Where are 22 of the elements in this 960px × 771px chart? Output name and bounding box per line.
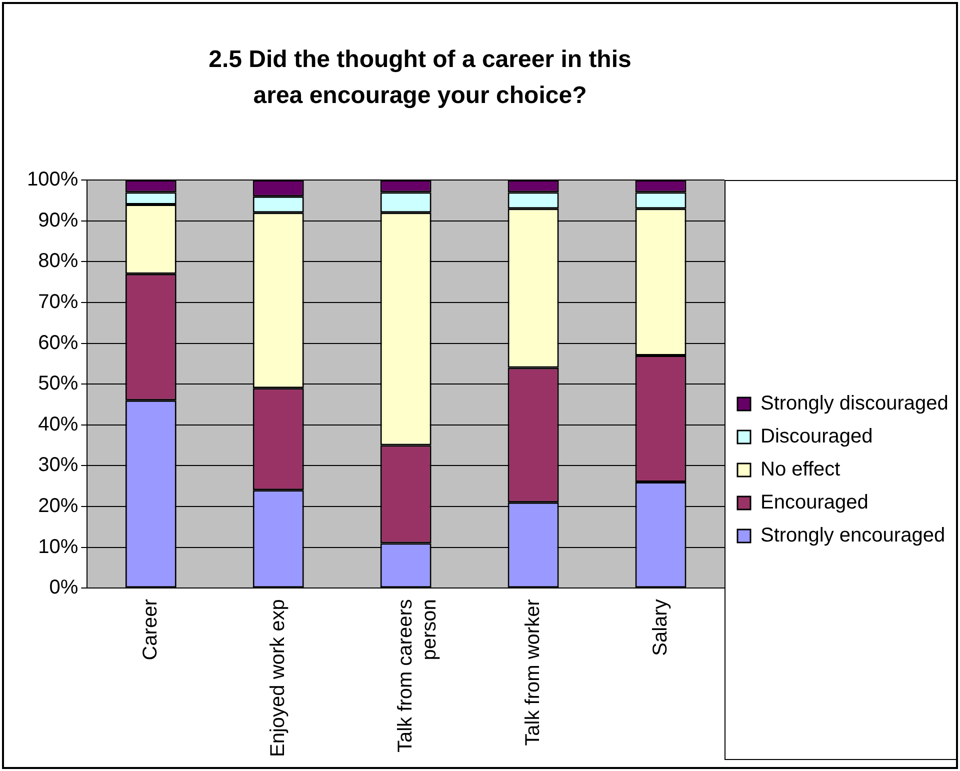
- y-tick-label: 60%: [38, 332, 78, 354]
- x-tick-label: Enjoyed work exp: [266, 599, 289, 758]
- y-tick-label: 70%: [38, 290, 78, 313]
- x-tick-label: Career: [139, 598, 162, 660]
- legend-label: Encouraged: [760, 492, 868, 514]
- legend-label: Discouraged: [760, 426, 873, 448]
- y-tick-label: 0%: [49, 576, 78, 599]
- chart-title: 2.5 Did the thought of a career in this area encourage your choice?: [208, 45, 632, 111]
- x-tick-label: Salary: [649, 599, 672, 656]
- legend-label: Strongly encouraged: [760, 524, 946, 547]
- y-tick-label: 40%: [38, 413, 78, 436]
- x-tick-label: Talk from careers person: [394, 599, 440, 753]
- y-tick-label: 20%: [38, 495, 78, 518]
- x-tick-label: Talk from worker: [522, 598, 544, 746]
- legend-label: No effect: [760, 458, 841, 481]
- y-tick-label: 80%: [38, 250, 78, 272]
- y-tick-label: 90%: [38, 209, 78, 232]
- y-tick-label: 30%: [38, 454, 78, 476]
- y-tick-label: 50%: [38, 372, 78, 395]
- y-tick-label: 100%: [26, 168, 78, 191]
- y-tick-label: 10%: [38, 536, 78, 558]
- legend-label: Strongly discouraged: [760, 392, 948, 415]
